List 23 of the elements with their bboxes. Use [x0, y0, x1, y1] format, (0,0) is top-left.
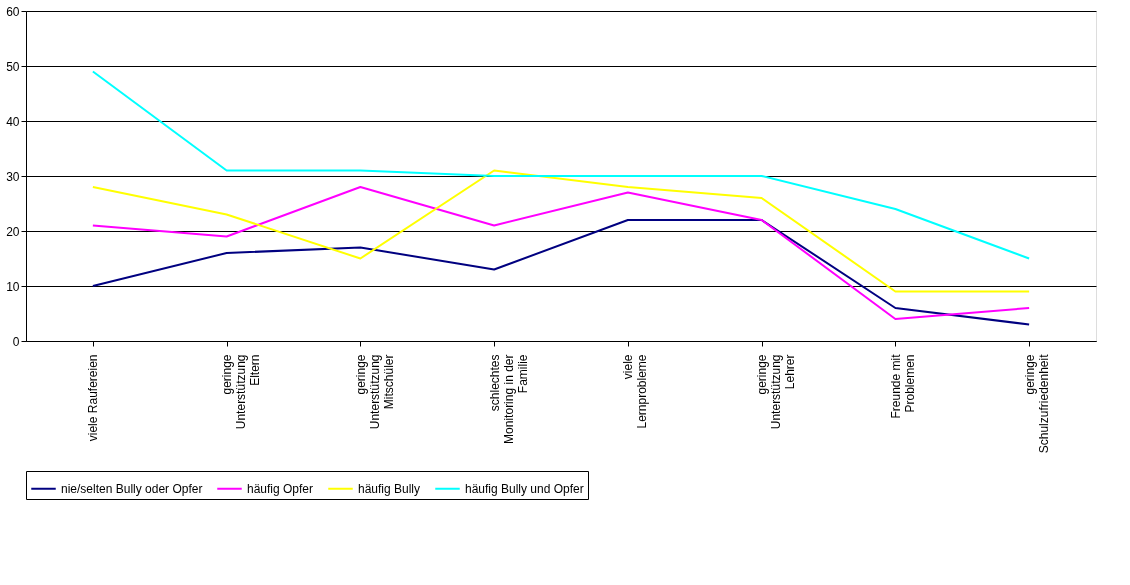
x-tick-label: schlechtes Monitoring in der Familie — [487, 354, 530, 444]
line-series — [91, 219, 1031, 326]
line-series — [91, 186, 1031, 320]
x-tick-label: Freunde mit Problemen — [888, 353, 917, 419]
x-tick-label: viele Raufereien — [86, 354, 101, 442]
y-tick-label: 60 — [6, 4, 20, 19]
y-tick-label: 20 — [6, 224, 20, 239]
x-tick-label: geringe Unterstützung Eltern — [220, 354, 263, 430]
y-tick-label: 40 — [6, 114, 20, 129]
legend-label: nie/selten Bully oder Opfer — [61, 481, 203, 496]
line-series — [91, 169, 1031, 293]
y-tick-label: 0 — [12, 334, 20, 349]
x-tick-label: geringe Unterstützung Mitschüler — [353, 354, 396, 430]
line-series — [91, 70, 1031, 260]
y-tick-label: 30 — [6, 169, 20, 184]
x-tick-label: viele Lernprobleme — [621, 354, 650, 429]
x-tick-label: geringe Unterstützung Lehrer — [755, 354, 798, 430]
y-tick-label: 50 — [6, 59, 20, 74]
legend-label: häufig Bully und Opfer — [465, 481, 584, 496]
y-tick-label: 10 — [6, 279, 20, 294]
legend-label: häufig Opfer — [247, 481, 314, 496]
x-tick-label: geringe Schulzufriedenheit — [1022, 353, 1051, 454]
legend-label: häufig Bully — [358, 481, 421, 496]
